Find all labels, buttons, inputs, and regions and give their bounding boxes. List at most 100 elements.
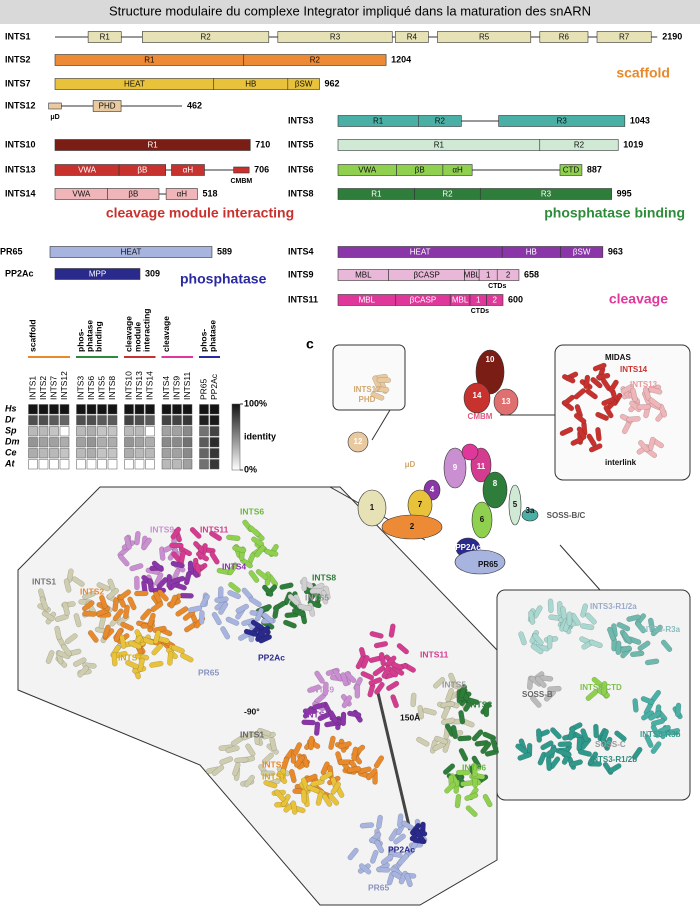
helix	[232, 545, 247, 553]
protein-name: PP2Ac	[5, 268, 34, 278]
helix	[359, 822, 375, 829]
domain	[243, 54, 387, 66]
helix	[347, 847, 359, 861]
cartoon-label: 6	[480, 515, 485, 524]
domain	[277, 31, 393, 43]
group-label: phosphatase	[180, 271, 267, 287]
heatmap-cell	[209, 437, 220, 448]
heatmap-group-label: cleavage	[161, 316, 171, 352]
heatmap-group-label: phos-	[198, 329, 208, 352]
domain-label: R7	[619, 33, 630, 42]
helix	[568, 759, 583, 768]
structure-label: INTS11	[420, 649, 449, 659]
domain-label: βCASP	[413, 271, 439, 280]
heatmap-cell	[38, 459, 49, 470]
helix	[559, 426, 574, 437]
structure-cartoons	[37, 349, 683, 888]
helix	[373, 641, 389, 649]
helix	[540, 740, 554, 751]
heatmap-cell	[28, 448, 38, 459]
helix	[220, 626, 231, 640]
helix	[648, 617, 656, 632]
helix	[647, 436, 656, 451]
protein-length: 962	[325, 78, 340, 88]
helix	[433, 677, 446, 689]
helix	[640, 696, 655, 705]
helix	[603, 405, 614, 419]
heatmap-cell	[59, 404, 70, 415]
helix	[301, 576, 308, 592]
domain-label: R2	[435, 117, 446, 126]
heatmap-cell	[28, 437, 38, 448]
helix	[544, 746, 558, 758]
helix	[153, 629, 161, 645]
heatmap-cell	[209, 459, 220, 470]
domain-blob	[521, 508, 539, 522]
heatmap-column-label: INTS14	[145, 371, 155, 400]
domain-label: R2	[574, 141, 585, 150]
helix	[445, 688, 454, 702]
domain-blob	[463, 382, 491, 414]
helix	[250, 619, 264, 630]
heatmap-cell	[199, 404, 209, 415]
heatmap-cell	[59, 448, 70, 459]
domain-label: MBL	[355, 271, 372, 280]
helix	[337, 741, 352, 750]
domain	[559, 164, 583, 176]
domain-label: 2	[506, 271, 511, 280]
heatmap-group-label: phatase	[84, 320, 94, 352]
helix	[388, 623, 396, 638]
helix	[357, 766, 372, 774]
helix	[458, 684, 468, 699]
heatmap-cell	[76, 448, 86, 459]
heatmap-cell	[199, 437, 209, 448]
helix	[175, 606, 189, 617]
helix	[465, 805, 478, 817]
helix	[535, 728, 543, 743]
heatmap-cell	[97, 437, 107, 448]
domain-label: VWA	[72, 190, 91, 199]
heatmap-cell	[172, 415, 182, 426]
helix	[626, 614, 641, 622]
heatmap-cell	[134, 415, 145, 426]
heatmap-cell	[145, 448, 155, 459]
cartoon-label: PR65	[478, 560, 499, 569]
protein-name: INTS9	[288, 269, 314, 279]
structure-label: INTS5	[305, 592, 329, 602]
protein-length: 589	[217, 246, 232, 256]
helix	[532, 633, 544, 646]
protein-name: INTS11	[288, 294, 318, 304]
helix	[351, 746, 359, 761]
helix	[312, 702, 327, 711]
helix	[577, 749, 592, 757]
heatmap-cell	[124, 459, 134, 470]
helix	[621, 631, 633, 645]
helix	[457, 735, 472, 742]
panel-label: c	[306, 336, 314, 352]
helix	[404, 873, 413, 888]
helix	[301, 719, 316, 726]
helix	[580, 623, 595, 631]
domain-label: R1	[100, 33, 111, 42]
inset-label: interlink	[605, 458, 637, 467]
helix	[123, 604, 130, 619]
heatmap-cell	[97, 426, 107, 437]
heatmap-cell	[199, 426, 209, 437]
heatmap-cell	[161, 415, 172, 426]
helix	[189, 527, 202, 539]
helix	[291, 608, 306, 618]
heatmap-cell	[49, 415, 59, 426]
heatmap-cell	[134, 437, 145, 448]
helix	[167, 651, 174, 666]
colorbar-tick-label: 100%	[244, 398, 267, 408]
heatmap-column-label: INTS7	[49, 376, 59, 400]
heatmap-cell	[161, 448, 172, 459]
inset-label: PHD	[359, 395, 376, 404]
helix	[590, 377, 603, 389]
heatmap-cell	[172, 426, 182, 437]
heatmap-cell	[209, 426, 220, 437]
helix	[141, 537, 152, 551]
helix	[225, 616, 240, 626]
structure-label: PR65	[198, 667, 220, 677]
